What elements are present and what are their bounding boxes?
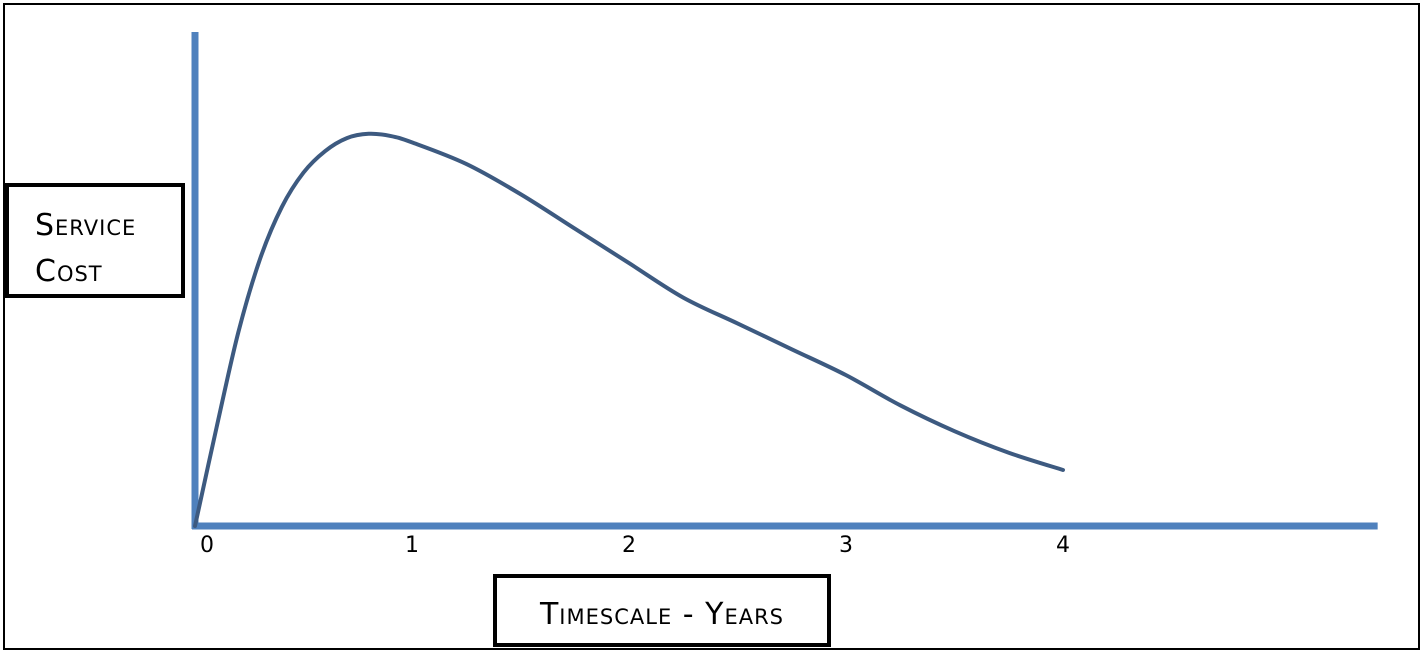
y-axis-label: Service Cost [5,183,185,298]
service-cost-line [193,131,1065,528]
y-axis-label-line-2: Cost [35,254,103,289]
x-tick-label: 2 [622,533,636,558]
x-tick-label: 1 [405,533,419,558]
x-tick-label: 0 [200,533,214,558]
x-axis-label: Timescale - Years [493,574,831,647]
x-tick-label: 4 [1056,533,1070,558]
x-tick-label: 3 [839,533,853,558]
y-axis-label-line-1: Service [35,208,137,243]
